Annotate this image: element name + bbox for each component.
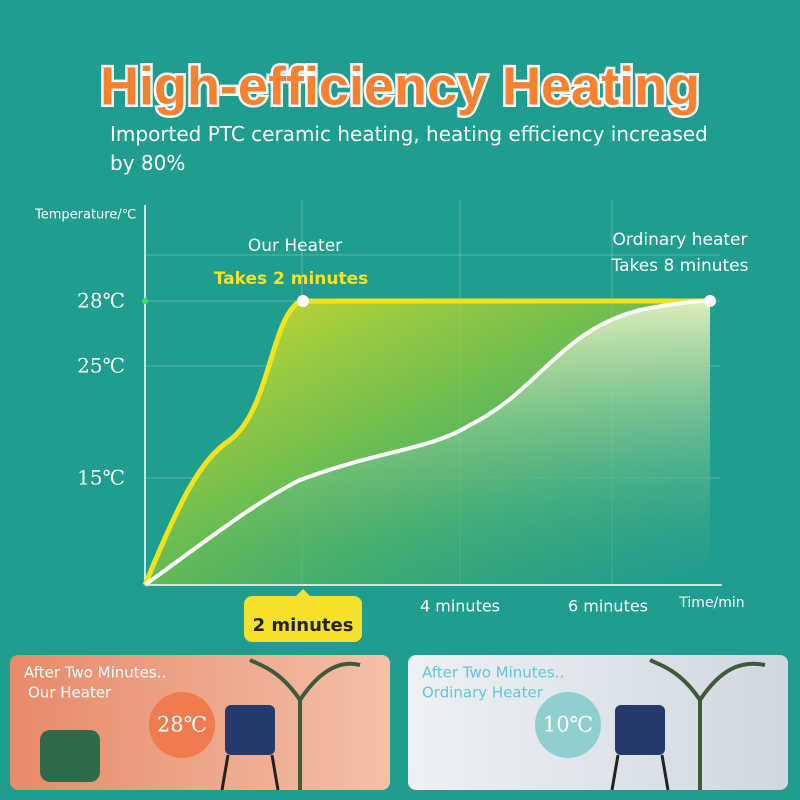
subtitle: Imported PTC ceramic heating, heating ef… <box>110 122 708 175</box>
title: High-efficiency Heating <box>100 56 700 116</box>
panel-right: 10℃ After Two Minutes.. Ordinary Heater <box>408 655 788 791</box>
ordinary-curve <box>143 299 711 587</box>
x-axis-label: Time/min <box>678 595 744 611</box>
panel-text: After Two Minutes.. <box>422 664 564 682</box>
ordinary-area <box>145 301 710 585</box>
tick-dot <box>142 298 148 304</box>
y-label: 15℃ <box>77 466 125 490</box>
panel-text: Ordinary Heater <box>422 684 544 702</box>
x-label: 4 minutes <box>420 597 500 616</box>
our-heater-curve <box>142 298 710 586</box>
dot <box>297 295 309 307</box>
badge-text: 2 minutes <box>253 615 354 636</box>
badge: 2 minutes <box>244 589 362 642</box>
annotation: Ordinary heater <box>613 230 748 250</box>
panel-left: 28℃ After Two Minutes.. Our Heater <box>10 655 390 791</box>
annotation: Takes 2 minutes <box>214 269 369 289</box>
annotation: Takes 8 minutes <box>611 256 749 276</box>
panel-temp: 10℃ <box>543 713 593 737</box>
y-label: 25℃ <box>77 354 125 378</box>
panel-text: After Two Minutes.. <box>24 664 166 682</box>
panel-text: Our Heater <box>28 684 112 702</box>
y-axis-label: Temperature/℃ <box>34 208 136 223</box>
y-label: 28℃ <box>77 289 125 313</box>
x-label: 6 minutes <box>568 597 648 616</box>
annotation: Our Heater <box>248 236 342 256</box>
dot <box>704 295 716 307</box>
labels: Temperature/℃ 28℃ 25℃ 15℃ 4 minutes 6 mi… <box>34 208 749 616</box>
panel-temp: 28℃ <box>157 713 207 737</box>
